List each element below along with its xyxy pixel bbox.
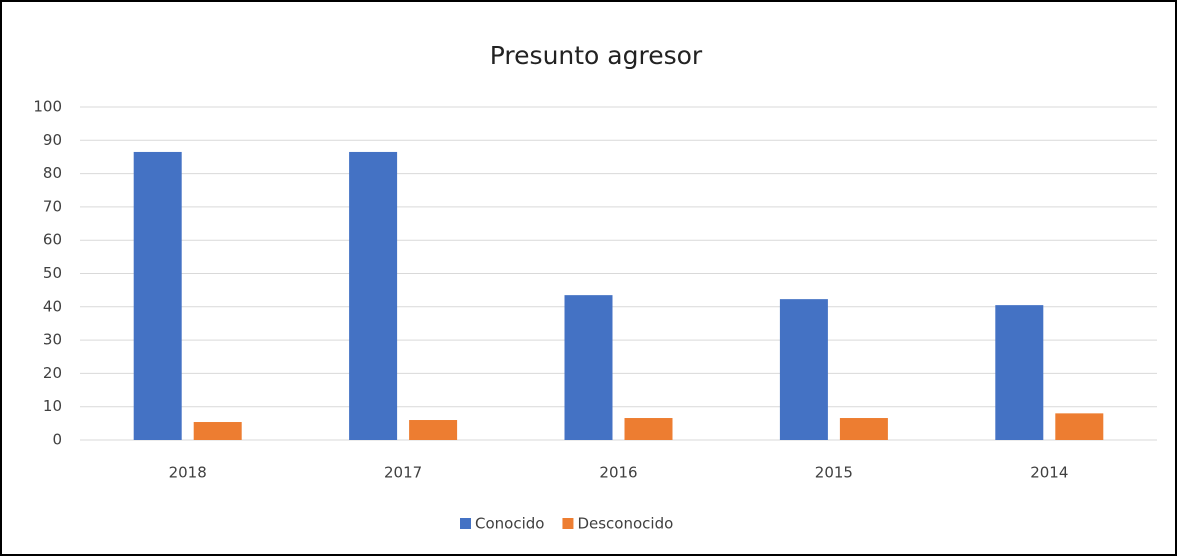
x-tick-label: 2015 (815, 464, 853, 482)
y-tick-label: 10 (43, 397, 62, 415)
y-tick-label: 30 (43, 331, 62, 349)
bar (193, 422, 242, 440)
bar (1055, 413, 1104, 440)
x-tick-label: 2018 (169, 464, 207, 482)
y-tick-label: 50 (43, 264, 62, 282)
legend-swatch (460, 518, 471, 529)
bar (349, 151, 398, 440)
legend-swatch (562, 518, 574, 529)
bar (995, 305, 1044, 440)
y-tick-label: 0 (52, 431, 62, 449)
bar (624, 418, 673, 440)
chart-title: Presunto agresor (490, 41, 703, 70)
legend-label: Conocido (475, 515, 544, 533)
y-tick-label: 100 (33, 98, 62, 116)
y-tick-label: 60 (43, 231, 62, 249)
x-tick-label: 2017 (384, 464, 422, 482)
y-tick-label: 40 (43, 297, 62, 315)
x-tick-label: 2016 (599, 464, 637, 482)
bar (839, 418, 888, 440)
bar (409, 420, 458, 440)
y-tick-label: 70 (43, 197, 62, 215)
y-tick-label: 80 (43, 164, 62, 182)
bar (564, 295, 613, 440)
bar (779, 299, 828, 440)
y-tick-label: 90 (43, 131, 62, 149)
y-tick-label: 20 (43, 364, 62, 382)
x-tick-label: 2014 (1030, 464, 1068, 482)
bar (133, 151, 182, 440)
legend-label: Desconocido (577, 515, 673, 533)
